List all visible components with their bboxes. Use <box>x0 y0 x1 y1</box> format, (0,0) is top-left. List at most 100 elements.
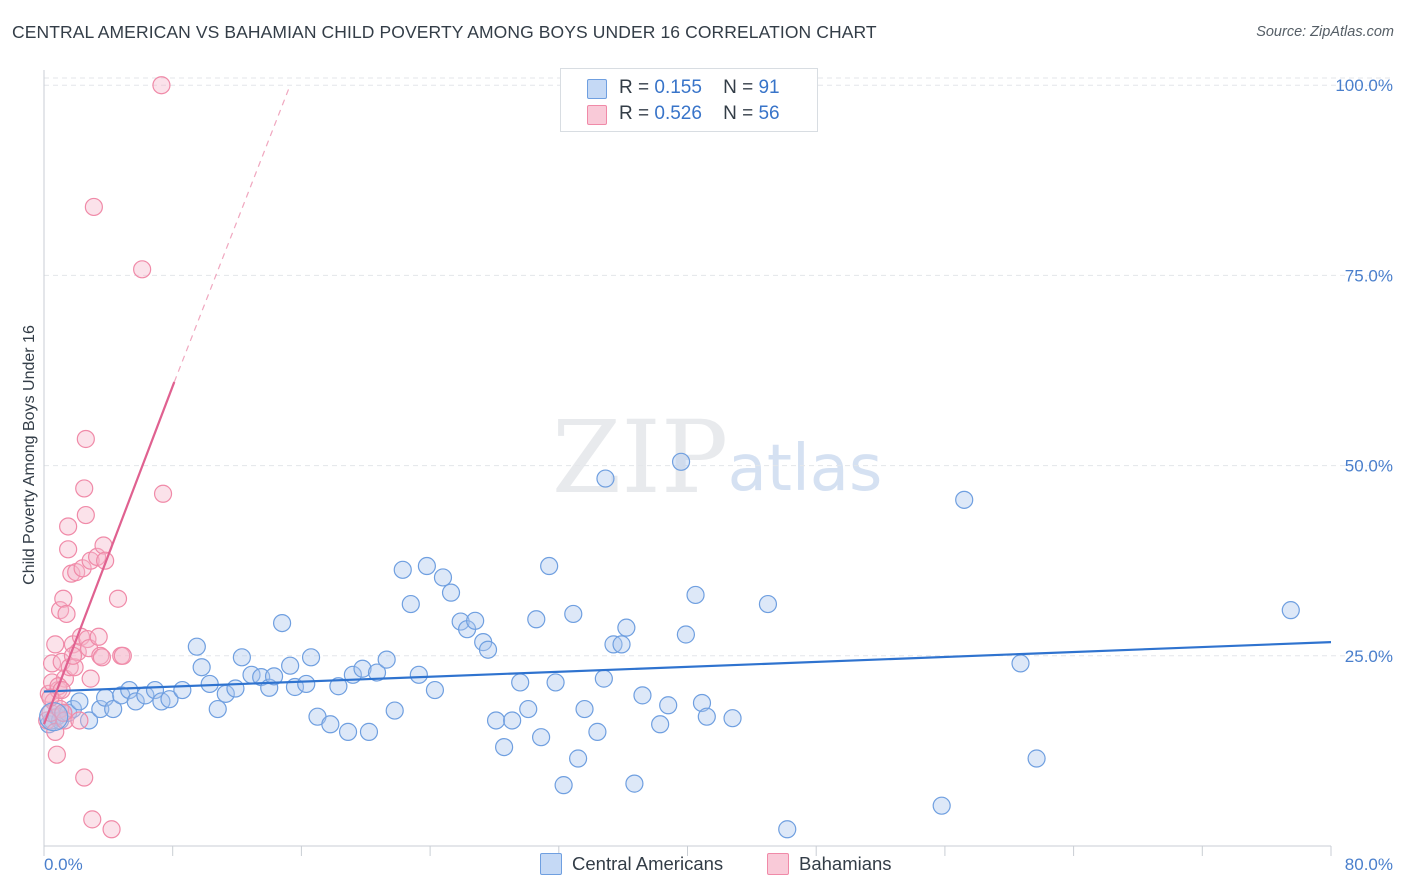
central-american-point <box>385 701 404 720</box>
central-american-point <box>104 699 123 719</box>
bottom-legend-label: Central Americans <box>572 853 724 874</box>
central-american-point <box>70 692 89 711</box>
legend-text: R = 0.155 N = 91 <box>619 77 780 99</box>
legend-n-label: N = <box>723 77 754 98</box>
bahamian-point <box>76 429 95 449</box>
central-american-point <box>478 640 498 659</box>
central-american-point <box>697 707 716 726</box>
central-american-point <box>173 680 192 700</box>
central-american-point <box>686 585 705 605</box>
central-american-point <box>692 693 712 713</box>
central-american-point <box>409 665 428 684</box>
central-american-point <box>519 699 538 719</box>
central-american-point <box>932 796 951 815</box>
bahamians-trend-line <box>42 381 176 725</box>
x-tick-label: 80.0% <box>1345 855 1393 874</box>
central-american-point <box>659 696 678 715</box>
bahamian-point <box>59 517 78 536</box>
central-american-point <box>91 699 110 719</box>
central-american-point <box>120 680 139 700</box>
central-american-point <box>540 556 559 576</box>
bahamian-point <box>54 589 73 608</box>
legend-n-value: 91 <box>758 77 780 98</box>
central-american-point <box>588 722 607 741</box>
bahamian-point <box>78 629 97 649</box>
tick-layer: 25.0% 50.0% 75.0% 100.0% 0.0% 80.0% <box>44 76 1393 874</box>
central-american-point <box>208 699 227 719</box>
bahamian-point <box>152 76 171 95</box>
watermark-zip: ZIP <box>552 399 728 516</box>
bahamian-point <box>70 711 89 730</box>
central-american-point <box>192 658 211 677</box>
central-american-point <box>511 673 530 692</box>
y-tick-label: 100.0% <box>1335 76 1393 95</box>
bahamian-point <box>75 479 94 498</box>
x-tick-label: 0.0% <box>44 855 83 874</box>
central-american-point <box>676 625 695 644</box>
central-american-point <box>329 677 348 696</box>
bahamian-point <box>92 648 112 667</box>
legend-r-value: 0.526 <box>654 103 702 124</box>
central-american-point <box>433 568 453 587</box>
central-american-point <box>486 711 506 730</box>
bahamian-point <box>89 627 108 646</box>
central-american-point <box>617 618 636 637</box>
central-american-point <box>160 690 179 709</box>
y-axis-label: Child Poverty Among Boys Under 16 <box>21 325 38 585</box>
central-american-point <box>569 749 588 768</box>
legend-r-value: 0.155 <box>654 77 702 98</box>
central-american-point <box>401 594 420 614</box>
bahamians-trend-extension <box>173 84 291 383</box>
legend-n-label: N = <box>723 103 754 124</box>
central-american-point <box>226 679 245 698</box>
bottom-legend-label: Bahamians <box>799 853 892 874</box>
central-american-cluster-point <box>39 702 69 732</box>
central-american-point <box>338 722 358 741</box>
central-american-point <box>564 604 583 624</box>
bahamian-point <box>57 604 76 624</box>
central-american-point <box>612 635 631 654</box>
legend-r-label: R = <box>619 103 650 124</box>
central-american-point <box>554 776 573 795</box>
central-american-point <box>297 674 316 694</box>
central-american-point <box>321 715 340 734</box>
central-american-point <box>393 560 412 579</box>
central-american-point <box>126 692 145 711</box>
central-american-point <box>594 669 613 688</box>
central-american-point <box>145 680 165 700</box>
watermark-atlas: atlas <box>728 432 883 506</box>
bottom-legend-swatch-blue <box>540 853 562 875</box>
trend-layer <box>42 84 1332 725</box>
central-american-point <box>503 711 522 730</box>
bahamian-point <box>113 646 132 665</box>
central-american-point <box>353 659 372 678</box>
central-american-point <box>651 715 670 734</box>
central-american-point <box>1281 601 1300 620</box>
legend-text: R = 0.526 N = 56 <box>619 103 780 125</box>
central-american-point <box>1027 749 1046 768</box>
legend-swatch-pink <box>587 105 607 125</box>
bahamian-point <box>133 260 152 279</box>
central-american-point <box>1011 654 1030 673</box>
y-tick-label: 25.0% <box>1345 647 1393 666</box>
central-american-point <box>451 612 470 631</box>
bahamian-point <box>102 820 121 839</box>
central-american-point <box>495 737 514 757</box>
bahamian-point <box>83 810 102 829</box>
y-tick-label: 50.0% <box>1345 457 1393 476</box>
central-americans-trend-line <box>43 641 1332 693</box>
central-american-point <box>441 583 461 602</box>
central-american-point <box>281 656 300 675</box>
central-american-point <box>359 722 379 741</box>
grid-layer <box>44 77 1392 657</box>
central-american-point <box>532 728 551 747</box>
bahamian-point <box>84 197 103 217</box>
central-american-point <box>723 709 742 728</box>
bahamian-point <box>59 540 78 559</box>
central-american-point <box>301 648 321 667</box>
central-american-point <box>377 650 396 669</box>
central-american-point <box>187 637 206 656</box>
bahamian-point <box>81 669 100 688</box>
central-american-point <box>272 613 292 633</box>
